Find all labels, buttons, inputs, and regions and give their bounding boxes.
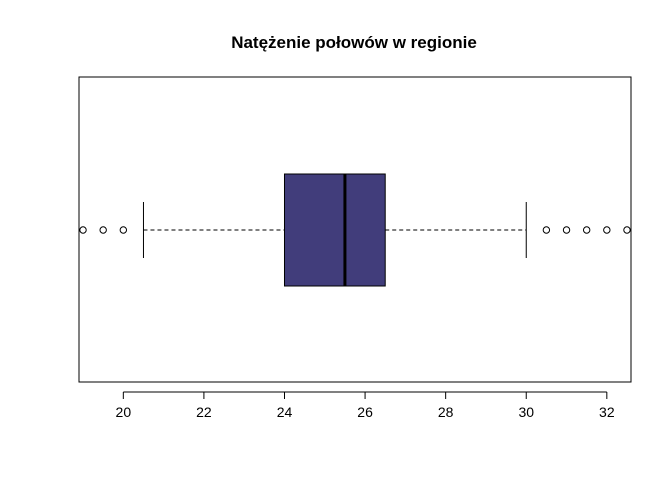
plot-frame xyxy=(78,76,632,383)
x-tick-label: 28 xyxy=(438,404,454,420)
x-tick-label: 24 xyxy=(277,404,293,420)
box-group xyxy=(142,173,527,287)
x-axis: 20 22 24 26 28 30 32 xyxy=(116,391,615,420)
outlier-point xyxy=(562,226,571,234)
outlier-point xyxy=(542,226,551,234)
outlier-point xyxy=(99,226,107,234)
outlier-point xyxy=(623,226,631,234)
x-tick-label: 26 xyxy=(357,404,373,420)
chart-title: Natężenie połowów w regionie xyxy=(231,33,477,52)
outlier-point xyxy=(582,226,591,234)
iqr-box xyxy=(283,173,386,287)
outlier-point xyxy=(79,226,87,234)
outlier-group xyxy=(79,226,631,234)
x-tick-label: 32 xyxy=(599,404,615,420)
outlier-point xyxy=(119,226,128,234)
x-tick-label: 30 xyxy=(518,404,534,420)
x-tick-label: 20 xyxy=(116,404,132,420)
x-tick-label: 22 xyxy=(196,404,212,420)
outlier-point xyxy=(603,226,611,234)
